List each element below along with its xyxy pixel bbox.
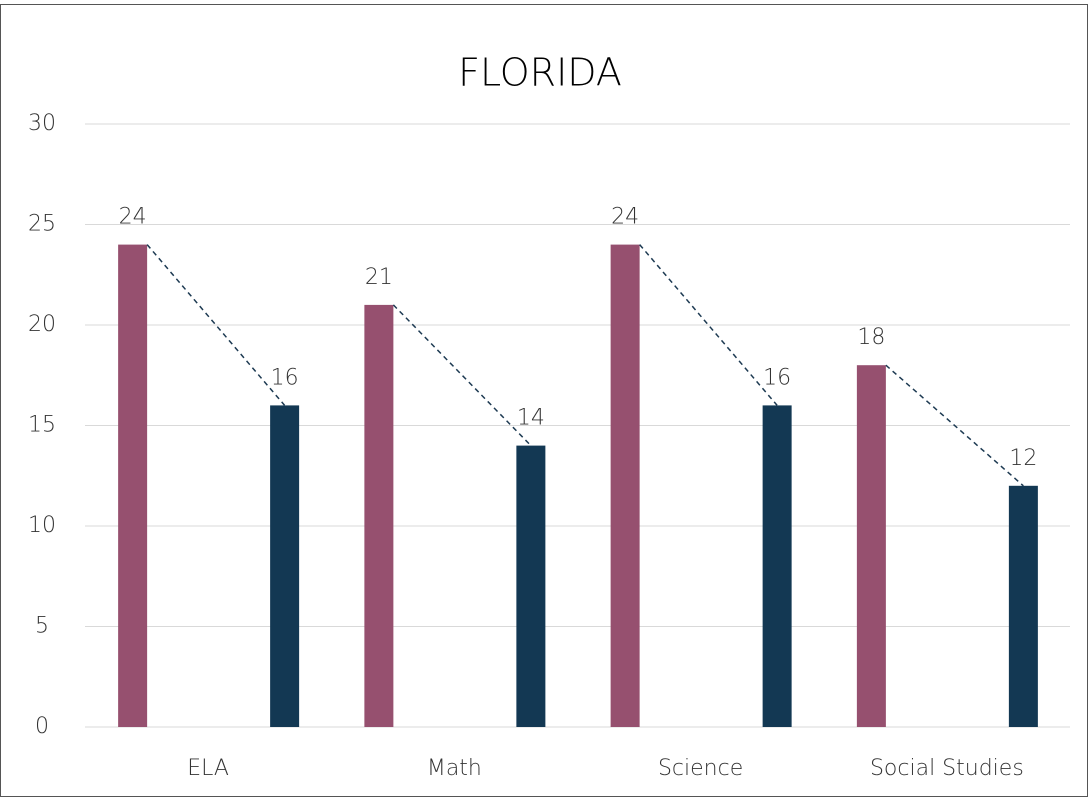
y-tick-label: 20 xyxy=(28,312,56,337)
bar xyxy=(118,244,148,727)
bar xyxy=(610,244,640,727)
bar xyxy=(856,365,886,727)
bar xyxy=(1008,485,1038,727)
data-label: 21 xyxy=(365,265,393,290)
connector-line xyxy=(885,364,1024,487)
y-tick-label: 15 xyxy=(28,413,56,438)
y-tick-label: 10 xyxy=(28,513,56,538)
y-tick-label: 5 xyxy=(35,614,49,639)
data-label: 16 xyxy=(763,365,791,390)
bar xyxy=(270,405,300,727)
x-tick-label: Social Studies xyxy=(870,756,1024,781)
y-tick-label: 25 xyxy=(28,212,56,237)
bar xyxy=(516,445,546,727)
chart-title: FLORIDA xyxy=(458,51,622,95)
data-label: 24 xyxy=(611,205,639,230)
data-label: 18 xyxy=(857,325,885,350)
data-label: 14 xyxy=(517,406,545,431)
connector-line xyxy=(392,304,532,447)
x-tick-label: Math xyxy=(427,756,482,781)
data-label: 24 xyxy=(119,205,147,230)
y-tick-label: 30 xyxy=(28,111,56,136)
bar xyxy=(364,304,394,727)
data-label: 12 xyxy=(1009,446,1037,471)
bar xyxy=(762,405,792,727)
x-tick-label: Science xyxy=(658,756,743,781)
data-label: 16 xyxy=(271,365,299,390)
y-tick-label: 0 xyxy=(35,714,49,739)
x-tick-label: ELA xyxy=(187,756,229,781)
